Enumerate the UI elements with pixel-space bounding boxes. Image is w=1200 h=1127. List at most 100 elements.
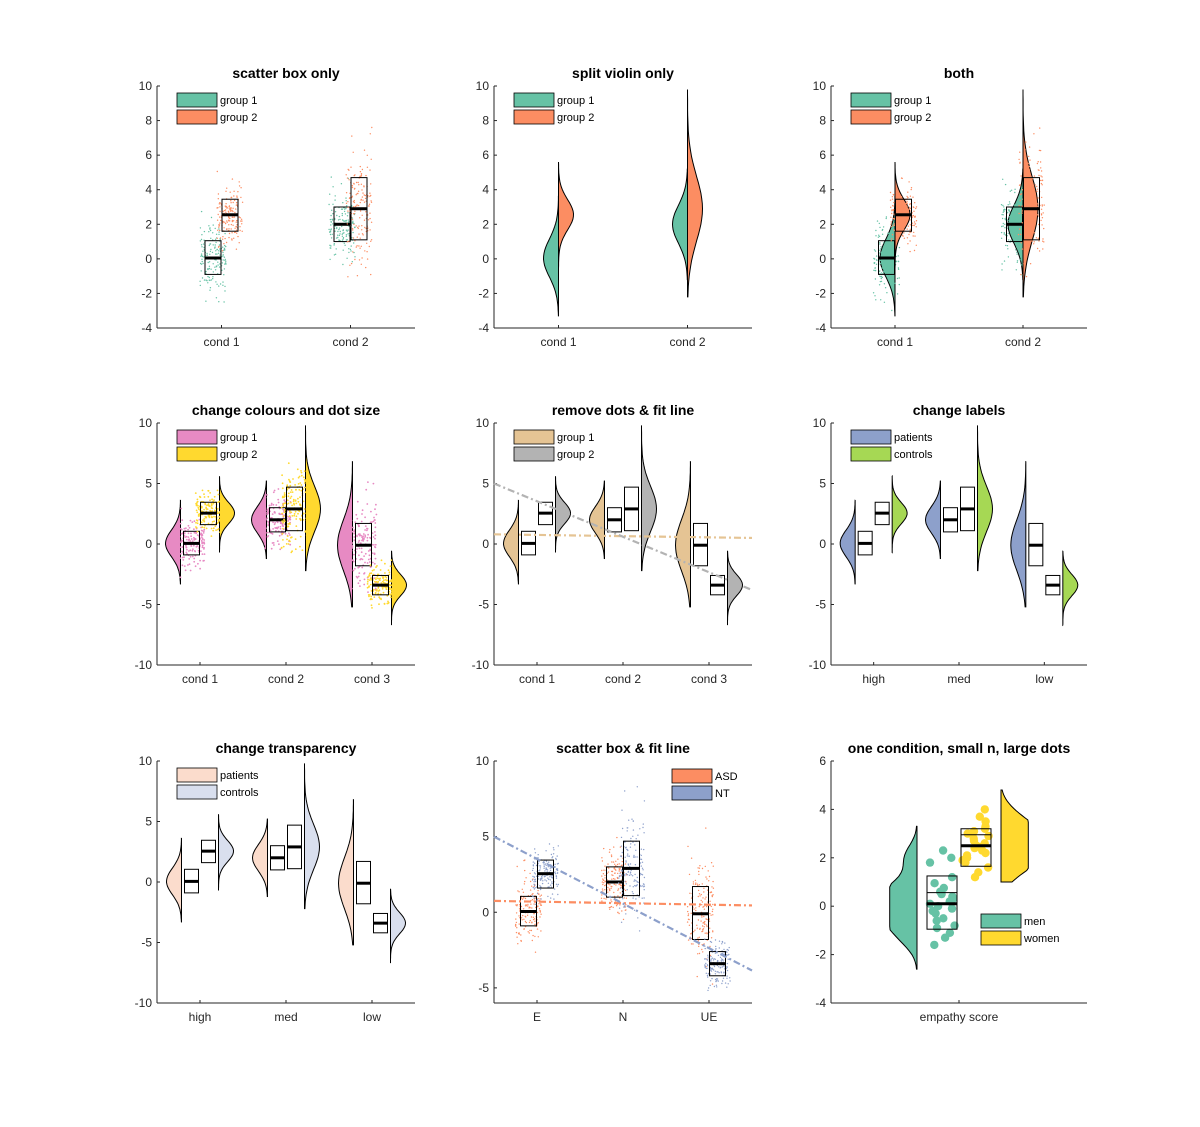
data-point [281, 524, 284, 526]
data-point [609, 889, 611, 892]
data-point [963, 829, 972, 838]
data-point [1013, 218, 1015, 220]
data-point [1027, 241, 1029, 243]
data-point [1020, 264, 1023, 266]
data-point [1026, 237, 1028, 239]
y-tick-label: 6 [819, 148, 826, 162]
data-point [222, 255, 224, 257]
data-point [548, 843, 551, 845]
data-point [886, 266, 888, 268]
data-point [909, 207, 911, 210]
series-group-1-cond-2 [1000, 168, 1029, 281]
data-point [344, 220, 346, 222]
data-point [532, 934, 534, 937]
data-point [533, 897, 535, 899]
data-point [342, 249, 344, 251]
data-point [300, 470, 302, 472]
data-point [723, 965, 725, 967]
data-point [370, 240, 372, 242]
data-point [961, 858, 970, 867]
data-point [880, 246, 882, 248]
data-point [516, 927, 518, 929]
data-point [718, 940, 721, 942]
data-point [723, 948, 725, 951]
data-point [366, 166, 369, 168]
data-point [267, 510, 270, 513]
data-point [230, 202, 232, 204]
data-point [520, 917, 523, 919]
data-point [209, 509, 212, 512]
data-point [712, 914, 714, 916]
data-point [619, 904, 621, 906]
data-point [532, 875, 534, 878]
data-point [215, 253, 217, 255]
data-point [696, 924, 698, 926]
data-point [539, 888, 542, 891]
data-point [339, 233, 341, 235]
data-point [219, 507, 222, 509]
data-point [347, 201, 349, 203]
data-point [232, 207, 234, 209]
data-point [215, 259, 217, 261]
data-point [707, 976, 709, 978]
data-point [218, 301, 220, 303]
data-point [270, 532, 273, 535]
data-point [613, 868, 615, 870]
data-point [610, 887, 612, 890]
data-point [336, 214, 338, 217]
data-point [545, 868, 548, 870]
data-point [220, 219, 222, 222]
data-point [704, 898, 706, 900]
data-point [213, 515, 215, 518]
data-point [333, 254, 336, 256]
data-point [366, 583, 369, 585]
data-point [515, 925, 517, 927]
data-point [620, 864, 623, 867]
data-point [362, 234, 364, 236]
data-point [890, 206, 892, 208]
data-point [219, 254, 221, 256]
data-point [346, 241, 349, 243]
data-point [699, 928, 701, 930]
data-point [1033, 175, 1036, 177]
data-point [1033, 241, 1035, 243]
y-tick-label: 8 [145, 114, 152, 128]
data-point [520, 897, 523, 899]
data-point [873, 258, 876, 260]
data-point [706, 918, 708, 921]
data-point [218, 511, 221, 513]
data-point [270, 504, 273, 506]
data-point [555, 877, 558, 879]
data-point [264, 507, 267, 509]
x-tick-label: cond 2 [268, 672, 304, 686]
data-point [1031, 178, 1034, 180]
data-point [373, 596, 376, 598]
data-point [714, 958, 716, 960]
data-point [219, 222, 221, 224]
data-point [390, 588, 393, 590]
data-point [1018, 184, 1021, 186]
data-point [531, 869, 534, 872]
x-tick-label: med [274, 1010, 297, 1024]
violin-shape [391, 550, 408, 626]
data-point [525, 916, 527, 918]
x-tick-label: high [189, 1010, 212, 1024]
data-point [620, 845, 623, 847]
data-point [698, 945, 700, 948]
data-point [891, 225, 893, 228]
data-point [287, 543, 290, 545]
data-point [886, 242, 888, 244]
data-point [203, 526, 206, 529]
data-point [228, 232, 231, 235]
violin-shape [558, 162, 575, 271]
data-point [605, 898, 607, 900]
data-point [369, 133, 371, 135]
y-tick-label: -2 [478, 286, 489, 300]
data-point [370, 239, 373, 241]
data-point [332, 223, 334, 225]
violin-shape [1022, 89, 1039, 298]
data-point [369, 572, 371, 575]
data-point [535, 875, 538, 877]
data-point [342, 232, 344, 234]
data-point [878, 284, 881, 286]
